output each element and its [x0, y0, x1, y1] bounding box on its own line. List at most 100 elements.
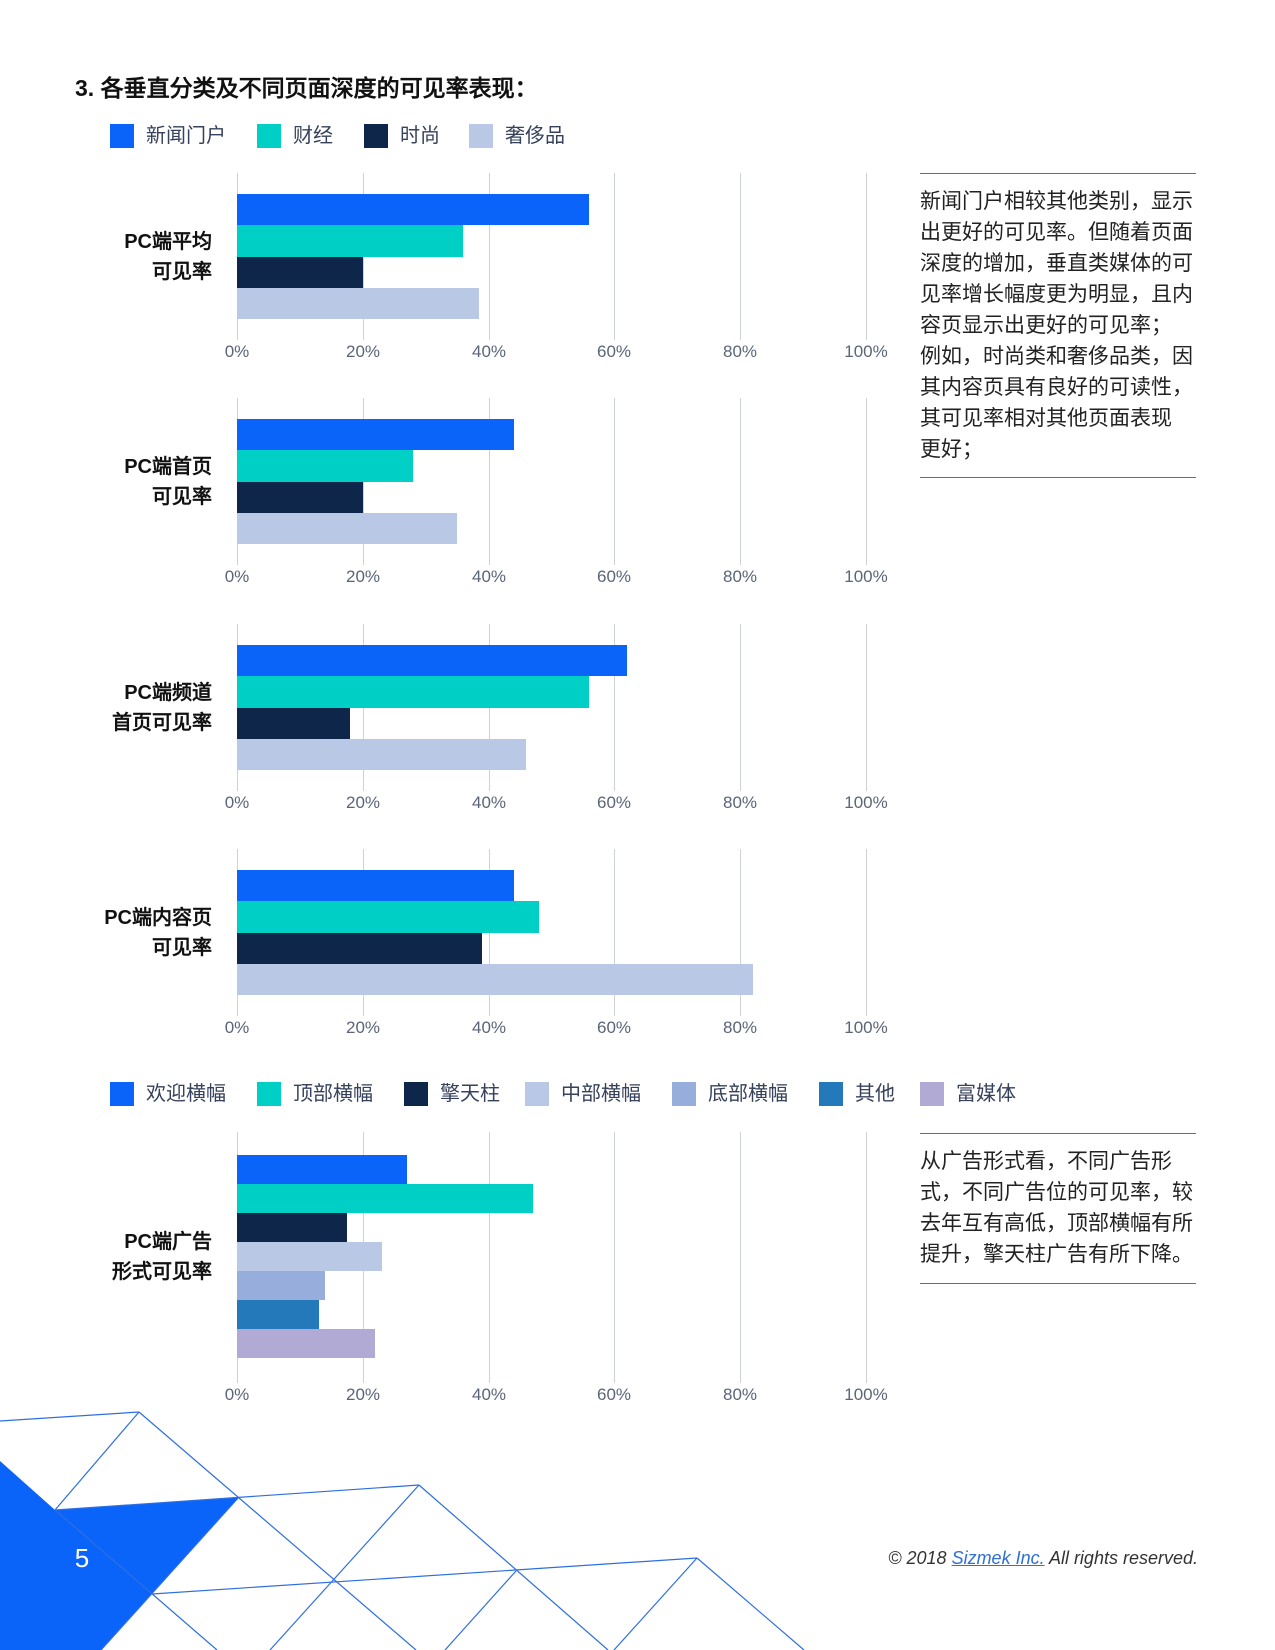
- legend-item: 奢侈品: [469, 123, 565, 149]
- category-label: PC端频道首页可见率: [0, 678, 212, 738]
- pattern-line: [54, 1411, 140, 1511]
- legend-item: 富媒体: [920, 1081, 1016, 1107]
- x-tick-label: 0%: [224, 342, 250, 361]
- category-label-line: PC端频道: [124, 682, 212, 704]
- gridline: [489, 173, 490, 340]
- x-tick-label: 80%: [722, 1018, 758, 1037]
- note-line: 式，不同广告位的可见率，较: [920, 1181, 1193, 1204]
- chart-panel: 0% 20% 40% 60% 80% 100% PC端广告 形式可见率: [0, 1132, 920, 1407]
- gridline: [866, 849, 867, 1016]
- x-tick-label: 100%: [844, 1385, 888, 1404]
- chart-panel: 0% 20% 40% 60% 80% 100% PC端平均 可见率: [0, 173, 920, 364]
- pattern-line: [418, 1484, 609, 1650]
- company-link[interactable]: Sizmek Inc.: [951, 1548, 1045, 1568]
- x-tick-label: 0%: [224, 793, 250, 812]
- bar: [237, 964, 753, 995]
- x-tick-label: 60%: [596, 793, 632, 812]
- pattern-line: [444, 1570, 517, 1650]
- note-line: 例如，时尚类和奢侈品类，因: [920, 345, 1193, 368]
- gridline: [489, 1132, 490, 1383]
- legend-item: 欢迎横幅: [110, 1081, 226, 1107]
- x-tick-label: 60%: [596, 342, 632, 361]
- note-line: 容页显示出更好的可见率；: [920, 314, 1172, 337]
- legend-label: 中部横幅: [561, 1083, 641, 1105]
- category-label-line: PC端平均: [124, 231, 212, 253]
- x-tick-label: 80%: [722, 567, 758, 586]
- bar: [237, 225, 463, 257]
- legend-swatch: [364, 124, 388, 148]
- x-tick-label: 20%: [345, 342, 381, 361]
- legend-label: 新闻门户: [146, 125, 226, 147]
- category-label: PC端平均可见率: [0, 227, 212, 287]
- bar: [237, 708, 350, 739]
- legend-swatch: [920, 1082, 944, 1106]
- bar: [237, 1300, 319, 1329]
- vertical-insight-note: 新闻门户相较其他类别，显示 出更好的可见率。但随着页面 深度的增加，垂直类媒体的…: [920, 173, 1196, 478]
- gridline: [614, 398, 615, 565]
- gridline: [740, 398, 741, 565]
- legend-label: 顶部横幅: [293, 1083, 373, 1105]
- pattern-line: [138, 1411, 417, 1650]
- bar: [237, 1329, 375, 1358]
- x-tick-label: 0%: [224, 567, 250, 586]
- x-tick-label: 60%: [596, 1018, 632, 1037]
- legend-label: 财经: [293, 125, 333, 147]
- bar: [237, 194, 589, 225]
- gridline: [614, 173, 615, 340]
- legend-label: 擎天柱: [440, 1083, 500, 1105]
- footer-blue-triangle: [0, 1461, 239, 1650]
- category-label-line: 可见率: [152, 937, 212, 959]
- x-tick-label: 60%: [596, 567, 632, 586]
- bar: [237, 933, 482, 964]
- pattern-line: [100, 1496, 240, 1650]
- gridline: [614, 849, 615, 1016]
- ad-format-legend: 欢迎横幅 顶部横幅 擎天柱 中部横幅 底部横幅 其他 富媒体: [0, 1081, 1275, 1107]
- bar: [237, 1242, 382, 1271]
- x-tick-label: 20%: [345, 1018, 381, 1037]
- category-label-line: PC端广告: [124, 1231, 212, 1253]
- gridline: [740, 849, 741, 1016]
- gridline: [866, 624, 867, 791]
- pattern-line: [269, 1484, 420, 1650]
- note-line: 去年互有高低，顶部横幅有所: [920, 1212, 1193, 1235]
- gridline: [866, 173, 867, 340]
- bar: [237, 450, 413, 482]
- category-label-line: 首页可见率: [112, 712, 212, 734]
- legend-item: 其他: [819, 1081, 895, 1107]
- bar: [237, 419, 514, 450]
- bar: [237, 739, 526, 770]
- note-line: 从广告形式看，不同广告形: [920, 1150, 1172, 1173]
- bar: [237, 1184, 533, 1213]
- gridline: [740, 624, 741, 791]
- gridline: [614, 1132, 615, 1383]
- x-tick-label: 100%: [844, 567, 888, 586]
- gridline: [740, 173, 741, 340]
- bar: [237, 482, 363, 513]
- page-number: 5: [74, 1543, 90, 1573]
- x-tick-label: 40%: [471, 1385, 507, 1404]
- vertical-category-legend: 新闻门户 财经 时尚 奢侈品: [0, 123, 1275, 149]
- note-line: 提升，擎天柱广告有所下降。: [920, 1243, 1193, 1266]
- note-line: 出更好的可见率。但随着页面: [920, 221, 1193, 244]
- section-title: 3. 各垂直分类及不同页面深度的可见率表现：: [75, 75, 538, 101]
- bar: [237, 645, 627, 676]
- footer-triangle-pattern: [0, 1411, 805, 1650]
- x-tick-label: 40%: [471, 342, 507, 361]
- legend-item: 新闻门户: [110, 123, 226, 149]
- legend-swatch: [525, 1082, 549, 1106]
- note-line: 新闻门户相较其他类别，显示: [920, 190, 1193, 213]
- category-label-line: PC端内容页: [104, 907, 212, 929]
- category-label-line: 可见率: [152, 261, 212, 283]
- category-label-line: 可见率: [152, 486, 212, 508]
- legend-item: 财经: [257, 123, 333, 149]
- pattern-line: [0, 1411, 140, 1422]
- triangle-pattern-lines: [0, 1411, 805, 1650]
- x-tick-label: 20%: [345, 567, 381, 586]
- note-line: 见率增长幅度更为明显，且内: [920, 283, 1193, 306]
- bar: [237, 676, 589, 708]
- category-label-line: 形式可见率: [112, 1261, 212, 1283]
- bar: [237, 1213, 347, 1242]
- chart-panel: 0% 20% 40% 60% 80% 100% PC端频道 首页可见率: [0, 624, 920, 815]
- gridline: [866, 1132, 867, 1383]
